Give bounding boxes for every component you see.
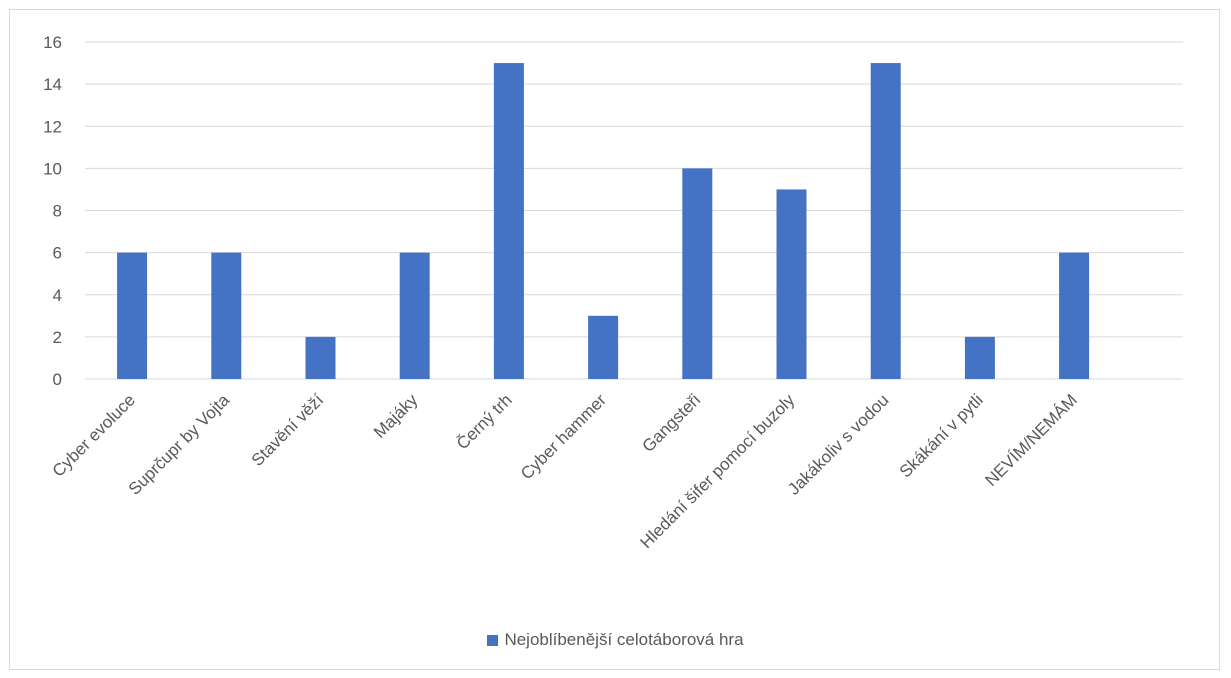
y-tick-label: 2 <box>53 328 62 347</box>
legend: Nejoblíbenější celotáborová hra <box>0 630 1231 650</box>
bar <box>211 252 242 379</box>
y-tick-label: 4 <box>53 286 62 305</box>
y-tick-label: 6 <box>53 244 62 263</box>
bar <box>870 63 901 379</box>
bar <box>1059 252 1090 379</box>
y-tick-label: 14 <box>43 75 62 94</box>
x-tick-label: Suprčupr by Vojta <box>125 390 234 499</box>
bar <box>682 168 713 379</box>
x-tick-label: Černý trh <box>453 390 516 453</box>
bar <box>776 189 807 379</box>
x-tick-label: Stavění věží <box>248 390 328 470</box>
bar <box>588 315 619 379</box>
bars <box>117 63 1090 379</box>
x-tick-label: Majáky <box>370 390 422 442</box>
bar <box>305 336 336 379</box>
bar <box>399 252 430 379</box>
y-tick-label: 12 <box>43 117 62 136</box>
x-tick-label: Jakákoliv s vodou <box>784 390 892 498</box>
bar <box>117 252 148 379</box>
y-tick-label: 0 <box>53 370 62 389</box>
legend-label: Nejoblíbenější celotáborová hra <box>504 630 744 649</box>
x-tick-label: Cyber evoluce <box>49 390 139 480</box>
y-tick-label: 10 <box>43 159 62 178</box>
x-tick-label: NEVÍM/NEMÁM <box>981 390 1081 490</box>
x-tick-label: Gangsteři <box>639 390 705 456</box>
x-tick-label: Hledání šifer pomocí buzoly <box>637 390 799 552</box>
x-tick-label: Skákání v pytli <box>896 390 987 481</box>
y-tick-label: 8 <box>53 202 62 221</box>
legend-swatch <box>487 634 499 646</box>
y-axis-ticks: 0 2 4 6 8 10 12 14 16 <box>43 33 62 389</box>
bar <box>964 336 995 379</box>
gridlines <box>85 41 1183 380</box>
bar <box>493 63 524 379</box>
x-tick-label: Cyber hammer <box>517 390 610 483</box>
y-tick-label: 16 <box>43 33 62 52</box>
